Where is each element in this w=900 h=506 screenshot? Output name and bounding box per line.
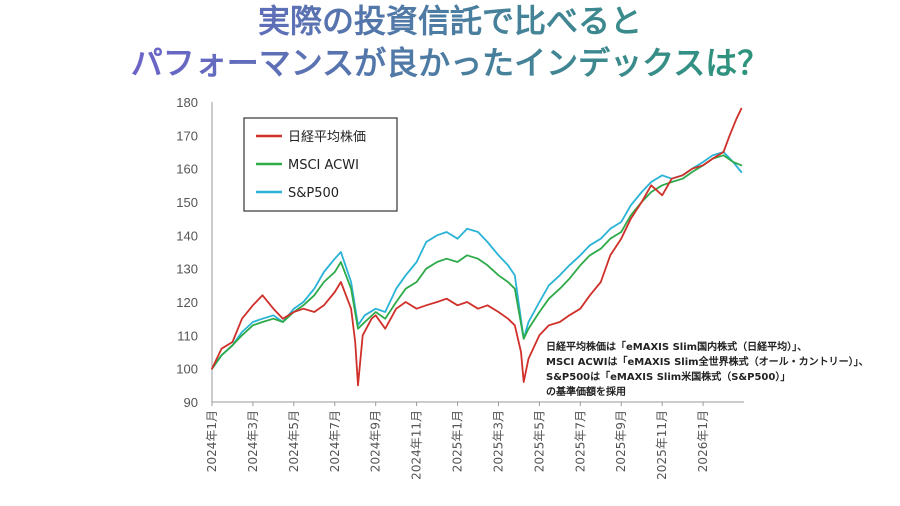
x-tick-label: 2024年9月 xyxy=(369,410,383,472)
x-tick-label: 2024年5月 xyxy=(287,410,301,472)
footnote-line: の基準価額を採用 xyxy=(546,387,626,398)
y-axis-ticks: 90 100 110 120 130 140 150 160 170 180 xyxy=(176,95,198,410)
series-lines xyxy=(211,107,743,387)
x-tick-label: 2024年1月 xyxy=(205,410,219,472)
chart-title-line-2: パフォーマンスが良かったインデックスは？ xyxy=(0,44,900,82)
chart-title-line-1: 実際の投資信託で比べると xyxy=(0,2,900,40)
y-tick-label: 120 xyxy=(176,295,198,310)
x-tick-label: 2025年9月 xyxy=(614,410,628,472)
series-line-0 xyxy=(211,107,743,387)
x-tick-label: 2026年1月 xyxy=(696,410,710,472)
x-tick-label: 2025年5月 xyxy=(532,410,546,472)
chart-footnote: 日経平均株価は「eMAXIS Slim国内株式（日経平均）」、 MSCI ACW… xyxy=(546,340,896,400)
legend: 日経平均株価 MSCI ACWI S&P500 xyxy=(243,117,398,212)
x-axis-ticks: 2024年1月 2024年3月 2024年5月 2024年7月 2024年9月 2024年… xyxy=(205,402,710,480)
x-tick-label: 2025年7月 xyxy=(573,410,587,472)
legend-label: MSCI ACWI xyxy=(288,158,359,173)
x-tick-label: 2025年1月 xyxy=(451,410,465,472)
x-tick-label: 2024年3月 xyxy=(246,410,260,472)
footnote-line: S&P500は「eMAXIS Slim米国株式（S&P500）」 xyxy=(546,372,791,383)
x-tick-label: 2025年11月 xyxy=(655,410,669,480)
x-tick-label: 2024年7月 xyxy=(328,410,342,472)
series-line-2 xyxy=(211,151,743,370)
y-tick-label: 110 xyxy=(177,328,198,343)
footnote-line: MSCI ACWIは「eMAXIS Slim全世界株式（オール・カントリー）」、 xyxy=(546,357,869,368)
x-tick-label: 2025年3月 xyxy=(491,410,505,472)
chart-axes xyxy=(211,102,744,403)
y-tick-label: 170 xyxy=(176,128,198,143)
y-tick-label: 90 xyxy=(184,395,198,410)
x-tick-label: 2024年11月 xyxy=(410,410,424,480)
footnote-line: 日経平均株価は「eMAXIS Slim国内株式（日経平均）」、 xyxy=(546,342,808,353)
y-tick-label: 180 xyxy=(176,95,198,110)
series-line-1 xyxy=(211,154,743,370)
y-tick-label: 130 xyxy=(176,262,198,277)
legend-label: S&P500 xyxy=(288,186,339,201)
legend-label: 日経平均株価 xyxy=(288,130,366,145)
y-tick-label: 140 xyxy=(176,228,198,243)
y-tick-label: 160 xyxy=(176,162,198,177)
y-tick-label: 150 xyxy=(176,195,198,210)
y-tick-label: 100 xyxy=(176,362,198,377)
